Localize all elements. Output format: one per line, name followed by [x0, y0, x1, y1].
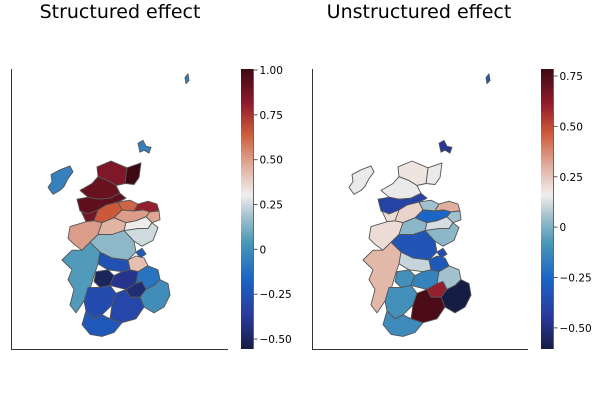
region-angus	[123, 222, 159, 247]
region-caithness	[124, 162, 142, 185]
region-galloway	[81, 310, 123, 337]
region-ayrshire	[83, 284, 117, 320]
choropleth-map	[47, 73, 190, 337]
unstructured-effect-panel: Unstructured effect −0.50 −0.25 0 0.25 0.50 0…	[312, 1, 592, 350]
region-ayrshire	[384, 284, 418, 320]
choropleth-map	[348, 73, 491, 337]
colorbar-tick-label: 0.75	[560, 71, 583, 83]
region-orkney	[137, 139, 152, 154]
colorbar-tick-label: 0	[260, 244, 267, 256]
colorbar-tick-label: 0	[560, 222, 567, 234]
colorbar-ticks: −0.50 −0.25 0 0.25 0.50 0.75	[553, 71, 592, 335]
colorbar-tick-label: −0.50	[560, 323, 592, 335]
colorbar-tick-label: 0.75	[260, 110, 283, 122]
region-galloway	[382, 310, 424, 337]
colorbar-tick-label: 0.50	[260, 155, 283, 167]
colorbar-tick-label: −0.50	[260, 334, 292, 346]
region-shetland	[485, 73, 491, 85]
colorbar-tick-label: 1.00	[260, 65, 283, 77]
colorbar-tick-label: 0.25	[260, 200, 283, 212]
structured-effect-panel: Structured effect −0.50 −0.25 0 0.25 0.50 0.7…	[11, 1, 292, 350]
region-western-isles	[348, 165, 375, 195]
colorbar-ticks: −0.50 −0.25 0 0.25 0.50 0.75 1.00	[253, 65, 292, 346]
colorbar-tick-label: 0.50	[560, 121, 583, 133]
colorbar-tick-label: 0.25	[560, 172, 583, 184]
region-angus	[424, 222, 460, 247]
region-dundee	[135, 247, 147, 259]
region-dundee	[436, 247, 448, 259]
colorbar-tick-label: −0.25	[260, 289, 292, 301]
chart-title: Structured effect	[40, 1, 201, 23]
region-shetland	[184, 73, 190, 85]
chart-title: Unstructured effect	[327, 1, 512, 23]
colorbar	[541, 69, 553, 349]
region-western-isles	[47, 165, 74, 195]
region-orkney	[438, 139, 453, 154]
colorbar-tick-label: −0.25	[560, 272, 592, 284]
colorbar	[241, 69, 253, 349]
region-caithness	[425, 162, 443, 185]
